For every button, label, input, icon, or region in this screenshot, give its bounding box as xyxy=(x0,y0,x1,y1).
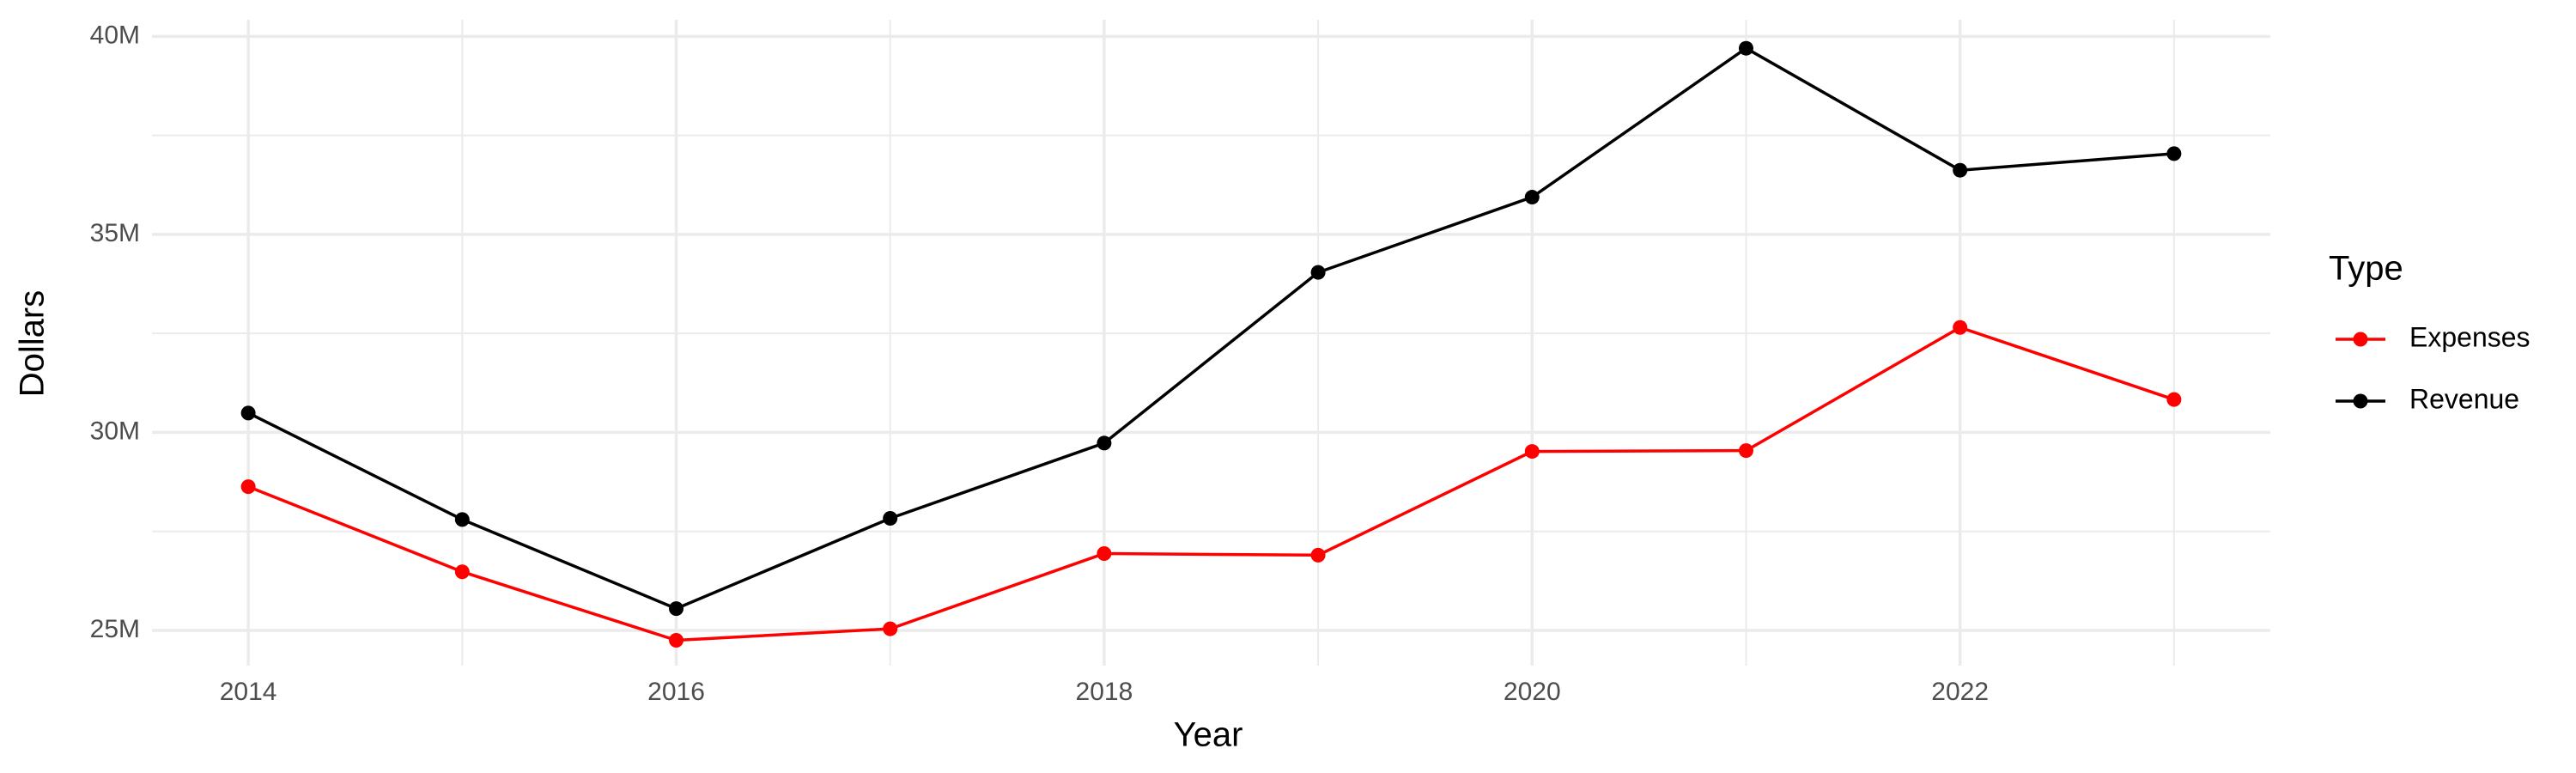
point xyxy=(883,621,898,636)
x-tick-label: 2020 xyxy=(1504,678,1561,706)
y-tick-label: 30M xyxy=(90,417,140,445)
line xyxy=(247,46,2174,611)
x-axis-title: Year xyxy=(1174,716,1243,754)
y-tick-label: 35M xyxy=(90,219,140,247)
legend-point xyxy=(2353,332,2368,347)
point xyxy=(1738,443,1753,459)
point xyxy=(1738,40,1753,56)
point xyxy=(669,601,684,617)
series xyxy=(240,320,2182,648)
grid xyxy=(152,20,2270,666)
point xyxy=(1310,547,1326,563)
x-tick-label: 2016 xyxy=(647,678,705,706)
y-axis-title: Dollars xyxy=(14,290,52,397)
y-tick-label: 25M xyxy=(90,615,140,643)
point xyxy=(1097,435,1112,451)
point xyxy=(669,632,684,648)
point xyxy=(454,512,470,527)
point xyxy=(240,479,256,495)
point xyxy=(1524,190,1540,205)
point xyxy=(2166,392,2182,407)
line xyxy=(247,326,2175,642)
x-tick-label: 2022 xyxy=(1931,678,1989,706)
legend-label: Expenses xyxy=(2409,321,2530,352)
x-tick-label: 2018 xyxy=(1076,678,1133,706)
point xyxy=(454,564,470,580)
x-tick-label: 2014 xyxy=(220,678,277,706)
point xyxy=(1097,546,1112,562)
series xyxy=(240,40,2182,617)
point xyxy=(883,510,898,526)
legend-label: Revenue xyxy=(2409,383,2519,414)
point xyxy=(1524,444,1540,460)
point xyxy=(1953,320,1968,335)
legend-point xyxy=(2353,393,2368,409)
point xyxy=(240,405,256,421)
point xyxy=(1310,265,1326,280)
y-tick-label: 40M xyxy=(90,21,140,49)
point xyxy=(1953,162,1968,178)
legend-title: Type xyxy=(2329,250,2403,288)
point xyxy=(2166,146,2182,161)
